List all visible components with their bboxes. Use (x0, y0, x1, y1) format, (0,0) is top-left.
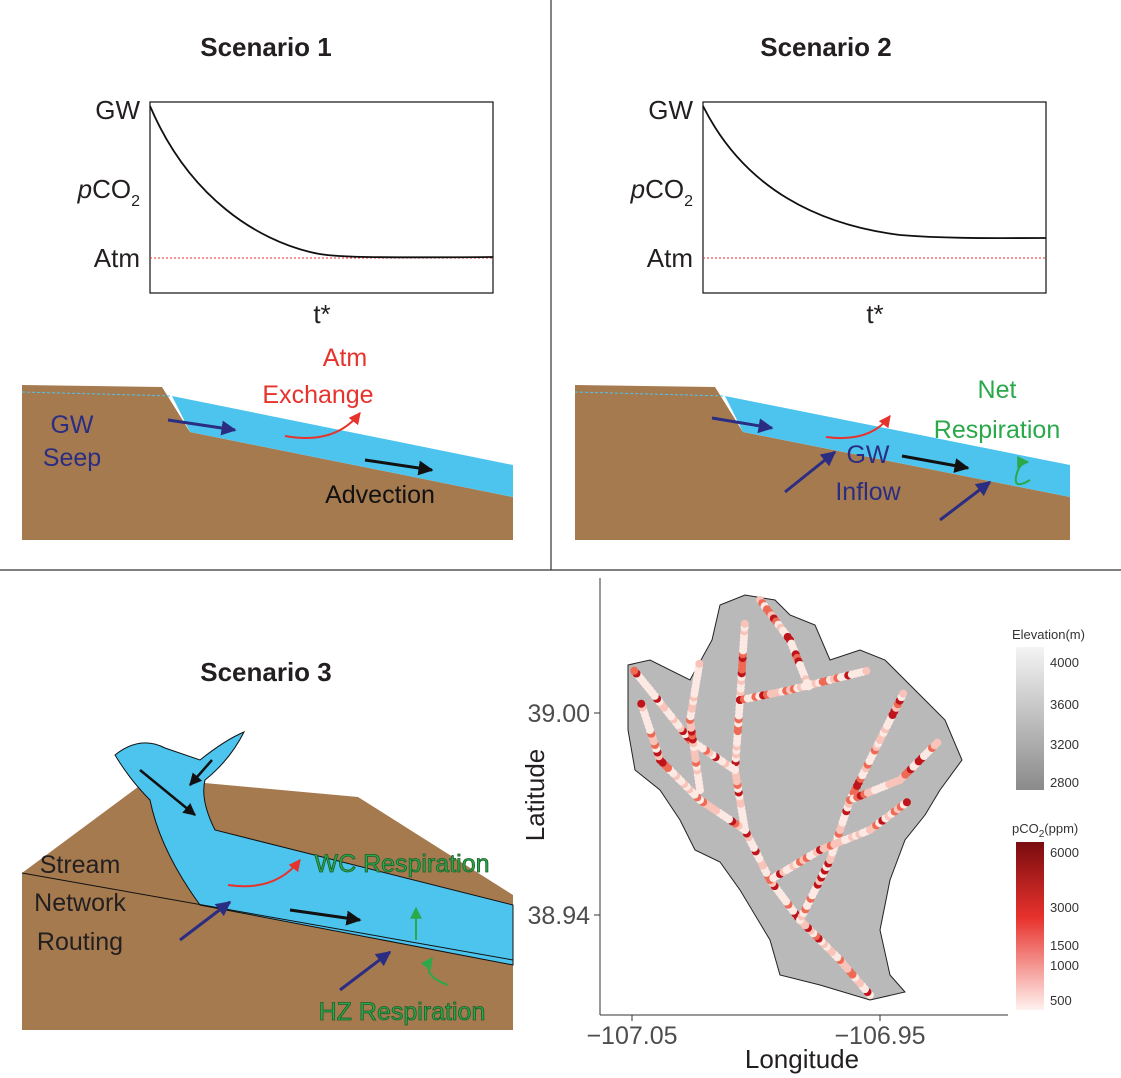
legend-tick: 3600 (1050, 697, 1079, 712)
legend-title: pCO2(ppm) (1012, 821, 1078, 840)
label: Advection (325, 481, 435, 509)
arrow (825, 415, 891, 440)
arrow (284, 412, 361, 439)
legend-tick: 2800 (1050, 775, 1079, 790)
legend-title: Elevation(m) (1012, 627, 1085, 642)
label: Network (34, 889, 126, 917)
stream-point (740, 619, 749, 628)
label: Exchange (262, 381, 373, 409)
legend-tick: 4000 (1050, 655, 1079, 670)
stream-point (637, 699, 646, 708)
legend-title: (ppm) (1044, 821, 1078, 836)
stream-point (804, 682, 813, 691)
y-label: pCO2 (77, 174, 140, 210)
scenario-1: Scenario 1 GW pCO2 Atm t* Atm Exchange G… (21, 32, 513, 540)
title: Scenario 3 (200, 657, 332, 687)
water-table (574, 391, 726, 397)
y-label: CO (645, 174, 684, 204)
label: Respiration (934, 416, 1060, 444)
arrow (420, 957, 449, 986)
legend-tick: 3000 (1050, 900, 1079, 915)
label: HZ Respiration (319, 998, 486, 1026)
watershed (627, 594, 963, 1001)
legend-title: 2 (1039, 829, 1045, 840)
y-label: GW (648, 95, 693, 125)
stream-point (630, 666, 639, 675)
water-table (21, 391, 173, 397)
arrow (939, 480, 992, 522)
stream-point (695, 659, 704, 668)
legend-title: pCO (1012, 821, 1039, 836)
ground (22, 385, 513, 540)
x-label: t* (866, 299, 883, 329)
stream (725, 396, 1070, 497)
y-label: Atm (94, 243, 140, 273)
arrow (167, 418, 237, 436)
x-axis-title: Longitude (745, 1044, 859, 1074)
stream-point (902, 798, 911, 807)
edge (21, 872, 514, 961)
label: WC Respiration (314, 850, 489, 878)
curve (149, 105, 494, 259)
y-label: CO (92, 174, 131, 204)
y-label: p (77, 174, 92, 204)
arrow (179, 900, 232, 942)
y-tick-label: 38.94 (527, 902, 590, 930)
legend-tick: 1500 (1050, 938, 1079, 953)
arrow (289, 908, 362, 926)
legend-tick: 6000 (1050, 845, 1079, 860)
legend-bar (1016, 842, 1044, 1010)
scenario-3: Scenario 3 Stream Network Routing WC Res… (21, 657, 514, 1030)
plot-frame (702, 101, 1047, 294)
y-label: pCO2 (630, 174, 693, 210)
arrow (189, 759, 213, 786)
label: Net (978, 376, 1017, 404)
arrow (339, 950, 392, 992)
map: 39.00 38.94 −107.05 −106.95 Latitude Lon… (520, 578, 1085, 1074)
arrow (901, 454, 970, 473)
title: Scenario 1 (200, 32, 332, 62)
arrow (364, 458, 434, 476)
legend-tick: 1000 (1050, 958, 1079, 973)
y-label: 2 (684, 193, 693, 210)
plot-frame (149, 101, 494, 294)
y-label: p (630, 174, 645, 204)
label: Atm (323, 344, 367, 372)
title: Scenario 2 (760, 32, 892, 62)
arrow (139, 769, 196, 816)
curve (702, 105, 1047, 240)
legend-bar (1016, 647, 1044, 790)
x-label: t* (313, 299, 330, 329)
stream-point (933, 738, 942, 747)
stream-point (899, 689, 908, 698)
stream-point (862, 666, 871, 675)
x-tick-label: −107.05 (586, 1022, 677, 1050)
label: Routing (37, 928, 123, 956)
y-tick-label: 39.00 (527, 700, 590, 728)
arrow (227, 859, 301, 888)
scenario-2: Scenario 2 GW pCO2 Atm t* Net Respiratio… (574, 32, 1070, 540)
label: GW (50, 411, 93, 439)
label: Seep (43, 444, 101, 472)
y-label: 2 (131, 193, 140, 210)
y-label: GW (95, 95, 140, 125)
label: Inflow (835, 478, 901, 506)
x-tick-label: −106.95 (834, 1022, 925, 1050)
arrow (784, 450, 837, 494)
label: Stream (40, 851, 121, 879)
stream-network (630, 596, 942, 999)
arrow (1014, 456, 1031, 486)
y-axis-title: Latitude (520, 749, 550, 842)
legend-tick: 500 (1050, 993, 1072, 1008)
label: GW (846, 441, 889, 469)
legend-tick: 3200 (1050, 737, 1079, 752)
arrow (711, 416, 774, 434)
y-label: Atm (647, 243, 693, 273)
